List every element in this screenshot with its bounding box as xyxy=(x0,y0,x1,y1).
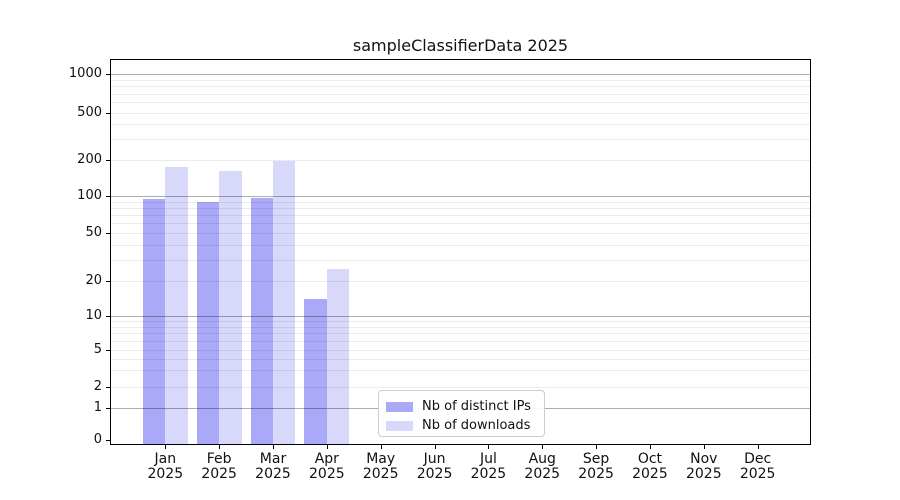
y-tick-label-20: 20 xyxy=(85,273,102,288)
gridline-30 xyxy=(111,259,810,261)
legend-label-downloads: Nb of downloads xyxy=(422,417,531,433)
x-tick-mark-jun xyxy=(434,444,436,449)
y-tick-label-50: 50 xyxy=(85,225,102,241)
gridline-8 xyxy=(111,326,810,328)
y-tick-mark-1 xyxy=(106,407,111,409)
x-tick-label-oct: Oct 2025 xyxy=(632,451,668,482)
x-tick-label-sep: Sep 2025 xyxy=(578,451,614,482)
y-tick-label-5: 5 xyxy=(93,342,102,357)
gridline-5 xyxy=(111,350,810,351)
x-tick-mark-apr xyxy=(326,444,328,449)
x-tick-label-apr: Apr 2025 xyxy=(309,451,345,482)
y-tick-mark-10 xyxy=(106,315,111,317)
x-tick-mark-feb xyxy=(219,444,221,449)
x-tick-label-jun: Jun 2025 xyxy=(416,451,453,482)
x-tick-label-mar: Mar 2025 xyxy=(255,451,291,482)
bar-downloads-mar xyxy=(273,160,296,444)
bar-distinct-ips-mar xyxy=(250,197,273,444)
y-tick-mark-500 xyxy=(106,112,111,114)
y-tick-mark-20 xyxy=(106,281,111,282)
gridline-800 xyxy=(111,86,810,88)
x-tick-mark-aug xyxy=(542,444,544,449)
bars-layer xyxy=(111,60,810,444)
bar-downloads-apr xyxy=(326,269,350,444)
y-tick-label-100: 100 xyxy=(77,188,102,203)
x-tick-mark-nov xyxy=(703,444,705,449)
gridline-50 xyxy=(111,233,810,235)
gridline-500 xyxy=(111,112,810,114)
y-tick-label-0: 0 xyxy=(93,432,102,447)
y-tick-label-200: 200 xyxy=(77,152,102,168)
gridline-20 xyxy=(111,281,810,282)
x-tick-mark-mar xyxy=(273,444,274,449)
grid-layer xyxy=(111,60,810,444)
gridline-9 xyxy=(111,320,810,322)
gridline-900 xyxy=(111,79,810,81)
y-tick-label-10: 10 xyxy=(85,307,102,323)
gridline-300 xyxy=(111,139,810,141)
gridline-3 xyxy=(111,370,810,372)
bar-distinct-ips-feb xyxy=(196,201,220,444)
x-tick-mark-dec xyxy=(757,444,759,449)
x-tick-label-jan: Jan 2025 xyxy=(147,451,184,482)
gridline-70 xyxy=(111,215,810,217)
y-tick-mark-1000 xyxy=(106,74,111,75)
gridline-4 xyxy=(111,358,810,360)
bar-downloads-feb xyxy=(219,171,242,444)
y-tick-mark-50 xyxy=(106,233,111,235)
gridline-90 xyxy=(111,201,810,203)
y-tick-mark-100 xyxy=(106,196,111,197)
legend: Nb of distinct IPs Nb of downloads xyxy=(378,390,545,437)
chart-title: sampleClassifierData 2025 xyxy=(352,36,569,55)
y-tick-mark-200 xyxy=(106,160,111,162)
legend-swatch-distinct-ips xyxy=(386,401,413,412)
gridline-60 xyxy=(111,223,810,225)
y-tick-mark-2 xyxy=(106,386,111,388)
x-tick-mark-oct xyxy=(649,444,651,449)
gridline-7 xyxy=(111,333,810,335)
bar-downloads-jan xyxy=(165,166,188,444)
x-tick-label-aug: Aug 2025 xyxy=(524,451,561,482)
y-tick-mark-0 xyxy=(106,440,111,441)
gridline-6 xyxy=(111,340,810,342)
gridline-600 xyxy=(111,102,810,104)
x-tick-mark-may xyxy=(380,444,382,449)
gridline-2 xyxy=(111,386,810,388)
y-tick-label-2: 2 xyxy=(93,378,102,394)
gridline-1000 xyxy=(111,74,810,75)
x-tick-label-feb: Feb 2025 xyxy=(201,451,237,482)
legend-label-distinct-ips: Nb of distinct IPs xyxy=(422,398,531,414)
gridline-700 xyxy=(111,93,810,95)
x-tick-label-nov: Nov 2025 xyxy=(685,451,722,482)
x-tick-mark-jul xyxy=(488,444,490,449)
gridline-80 xyxy=(111,208,810,209)
x-tick-mark-jan xyxy=(165,444,167,449)
plot-area xyxy=(110,59,811,445)
y-tick-label-1000: 1000 xyxy=(68,66,102,81)
x-tick-mark-sep xyxy=(596,444,598,449)
y-tick-label-1: 1 xyxy=(93,399,102,415)
gridline-10 xyxy=(111,315,810,317)
bar-distinct-ips-apr xyxy=(304,298,327,444)
x-tick-label-jul: Jul 2025 xyxy=(470,451,507,482)
legend-swatch-downloads xyxy=(386,420,413,431)
legend-item-downloads: Nb of downloads xyxy=(386,417,535,434)
bar-distinct-ips-jan xyxy=(142,199,166,444)
legend-item-distinct-ips: Nb of distinct IPs xyxy=(386,398,535,415)
y-tick-label-500: 500 xyxy=(77,104,102,120)
gridline-100 xyxy=(111,196,810,197)
y-tick-mark-5 xyxy=(106,350,111,351)
gridline-40 xyxy=(111,244,810,246)
gridline-200 xyxy=(111,160,810,162)
gridline-400 xyxy=(111,124,810,126)
x-tick-label-may: May 2025 xyxy=(362,451,399,482)
x-tick-label-dec: Dec 2025 xyxy=(739,451,776,482)
